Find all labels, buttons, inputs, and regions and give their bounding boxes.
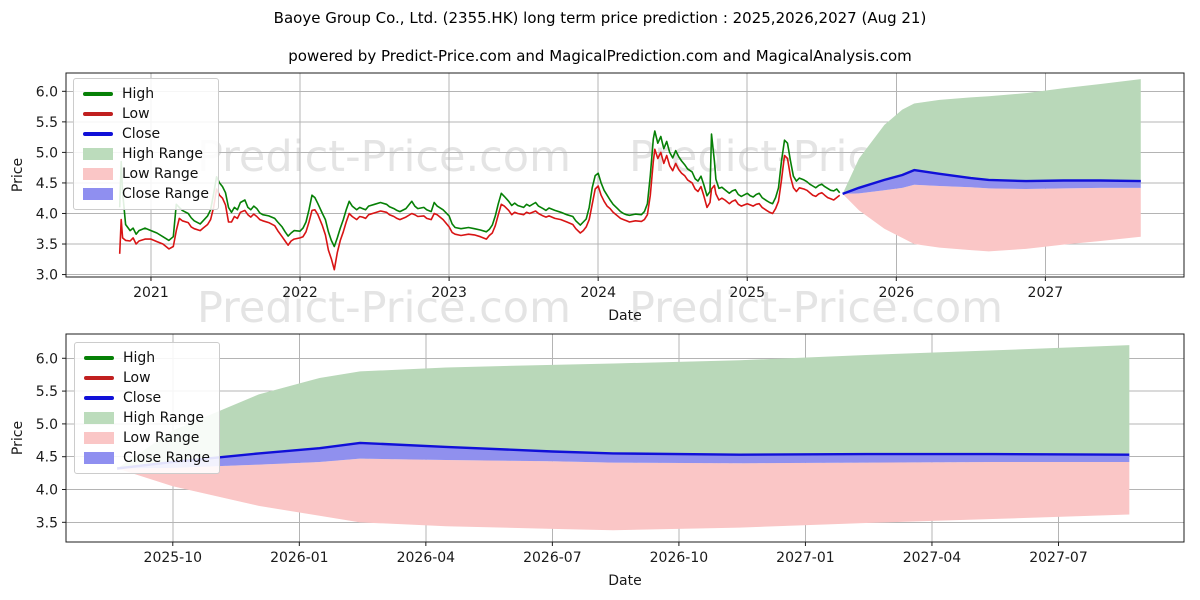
legend-item-high-range: High Range: [84, 408, 210, 428]
top-chart-history-and-forecast: 2021 2022 2023 2024 2025 2026 2027 3.0 3.5 4.0 4.5…: [10, 72, 1185, 324]
legend-patch-swatch: [84, 412, 114, 424]
legend-item-high: High: [84, 348, 210, 368]
legend-patch-swatch: [83, 148, 113, 160]
legend-item-label: Close Range: [123, 450, 210, 466]
high-range-area: [117, 345, 1130, 469]
x-axis-ticks: 2025-10 2026-01 2026-04 2026-07 2026-10 2027-…: [144, 542, 1088, 566]
legend-line-swatch: [83, 92, 113, 96]
x-tick-label: 2027-01: [776, 550, 835, 566]
legend-item-low: Low: [84, 368, 210, 388]
y-tick-label: 5.5: [36, 115, 58, 131]
x-tick-label: 2027-07: [1029, 550, 1088, 566]
legend-line-swatch: [83, 132, 113, 136]
legend-item-high: High: [83, 84, 209, 104]
legend-item-label: Low: [123, 370, 151, 386]
legend-item-label: High Range: [122, 146, 203, 162]
x-tick-label: 2026: [878, 285, 914, 301]
high-range-area: [842, 79, 1141, 194]
legend-line-swatch: [84, 376, 114, 380]
legend-line-swatch: [83, 112, 113, 116]
x-tick-label: 2022: [282, 285, 318, 301]
legend-line-swatch: [84, 356, 114, 360]
x-tick-label: 2025-10: [144, 550, 203, 566]
legend-item-label: Close: [123, 390, 162, 406]
low-series-line: [118, 148, 841, 271]
x-tick-label: 2026-07: [523, 550, 582, 566]
y-axis-ticks: 3.0 3.5 4.0 4.5 5.0 5.5 6.0: [36, 84, 66, 284]
legend-item-label: Low: [122, 106, 150, 122]
low-range-area: [842, 184, 1141, 252]
y-tick-label: 4.5: [36, 450, 58, 466]
legend-top-chart: High Low Close High Range Low Range Close Ran…: [73, 78, 219, 210]
y-axis-label: Price: [10, 421, 26, 455]
high-series-line: [118, 130, 841, 248]
legend-item-low-range: Low Range: [83, 164, 209, 184]
y-tick-label: 3.5: [36, 237, 58, 253]
y-tick-label: 5.0: [36, 145, 58, 161]
legend-item-label: Close Range: [122, 186, 209, 202]
y-tick-label: 4.0: [36, 206, 58, 222]
y-tick-label: 4.5: [36, 176, 58, 192]
legend-item-label: High Range: [123, 410, 204, 426]
legend-item-label: High: [123, 350, 156, 366]
x-tick-label: 2023: [431, 285, 467, 301]
y-tick-label: 4.0: [36, 483, 58, 499]
figure-subtitle: powered by Predict-Price.com and Magical…: [288, 47, 912, 65]
plot-border: [65, 333, 1185, 543]
y-tick-label: 6.0: [36, 84, 58, 100]
x-axis-label: Date: [608, 573, 641, 589]
legend-bottom-chart: High Low Close High Range Low Range Close Ran…: [74, 342, 220, 474]
y-axis-ticks: 3.5 4.0 4.5 5.0 5.5 6.0: [36, 351, 66, 531]
low-range-area: [117, 458, 1130, 531]
x-tick-label: 2026-01: [270, 550, 329, 566]
x-tick-label: 2024: [580, 285, 616, 301]
plot-border: [65, 72, 1185, 278]
close-forecast-line: [842, 168, 1141, 196]
legend-item-label: Close: [122, 126, 161, 142]
legend-item-low: Low: [83, 104, 209, 124]
bottom-chart-forecast-detail: 2025-10 2026-01 2026-04 2026-07 2026-10 2027-…: [10, 333, 1185, 589]
legend-patch-swatch: [83, 168, 113, 180]
x-tick-label: 2025: [729, 285, 765, 301]
close-range-area: [842, 170, 1141, 194]
x-tick-label: 2021: [133, 285, 169, 301]
x-axis-label: Date: [608, 308, 641, 324]
legend-item-label: Low Range: [122, 166, 199, 182]
y-tick-label: 5.0: [36, 417, 58, 433]
legend-patch-swatch: [83, 188, 113, 200]
legend-item-close: Close: [83, 124, 209, 144]
legend-item-close: Close: [84, 388, 210, 408]
close-range-area: [117, 442, 1130, 469]
legend-item-label: Low Range: [123, 430, 200, 446]
legend-item-label: High: [122, 86, 155, 102]
y-axis-label: Price: [10, 158, 26, 192]
x-tick-label: 2026-10: [650, 550, 709, 566]
x-tick-label: 2027: [1028, 285, 1064, 301]
legend-item-low-range: Low Range: [84, 428, 210, 448]
legend-item-close-range: Close Range: [83, 184, 209, 204]
legend-item-close-range: Close Range: [84, 448, 210, 468]
y-tick-label: 6.0: [36, 351, 58, 367]
legend-item-high-range: High Range: [83, 144, 209, 164]
x-tick-label: 2027-04: [903, 550, 962, 566]
y-tick-label: 3.5: [36, 515, 58, 531]
x-tick-label: 2026-04: [397, 550, 456, 566]
legend-line-swatch: [84, 396, 114, 400]
y-tick-label: 3.0: [36, 268, 58, 284]
legend-patch-swatch: [84, 452, 114, 464]
figure-title: Baoye Group Co., Ltd. (2355.HK) long ter…: [273, 9, 927, 27]
y-tick-label: 5.5: [36, 384, 58, 400]
close-forecast-line: [116, 441, 1130, 470]
legend-patch-swatch: [84, 432, 114, 444]
x-axis-ticks: 2021 2022 2023 2024 2025 2026 2027: [133, 277, 1063, 301]
